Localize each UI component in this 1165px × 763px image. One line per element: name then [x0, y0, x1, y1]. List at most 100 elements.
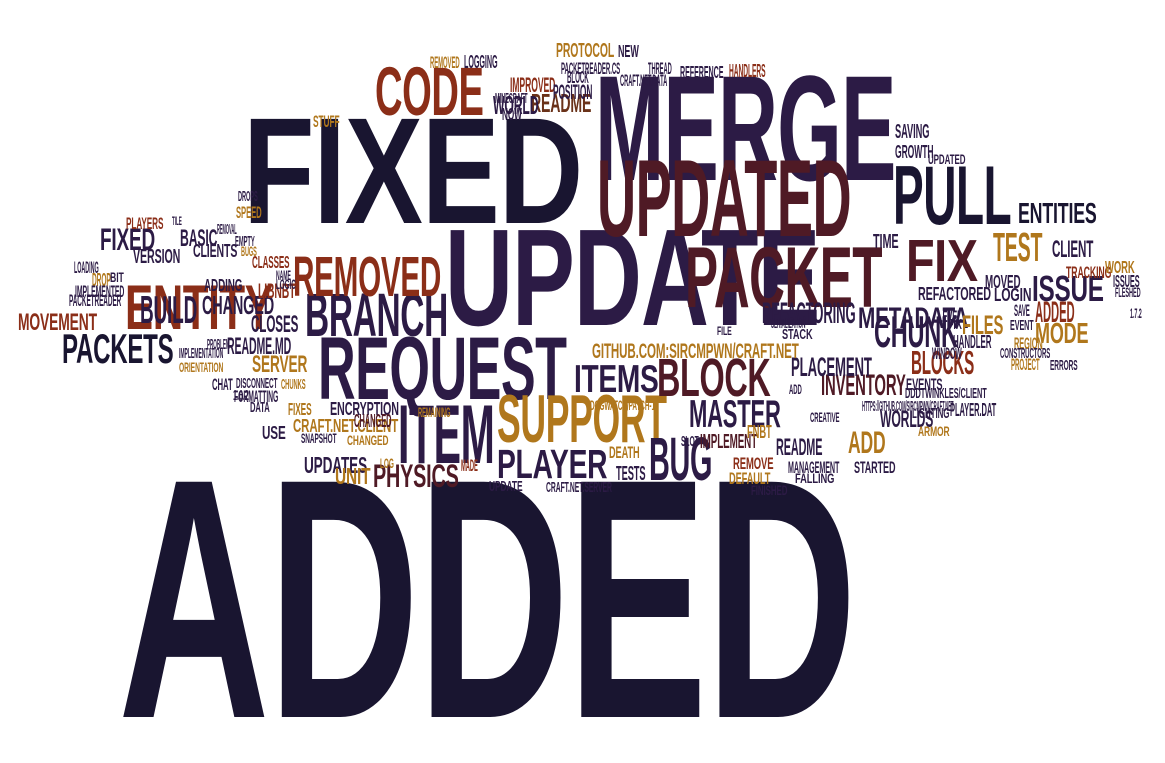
word-logging: LOGGING — [464, 52, 498, 74]
word-branch: BRANCH — [305, 280, 448, 349]
word-items: ITEMS — [574, 358, 659, 402]
word-event: EVENT — [1010, 318, 1034, 335]
word-item: ITEM — [398, 387, 495, 482]
word-movement: MOVEMENT — [18, 309, 97, 337]
word-now: NOW — [502, 104, 522, 125]
word-fix: FIX — [906, 227, 978, 295]
word-github-com-sircmpwn-craft-net: GITHUB.COM:SIRCMPWN/CRAFT.NET — [592, 337, 799, 363]
word-position: POSITION — [553, 78, 593, 104]
word-packetreader: PACKETREADER — [69, 291, 122, 310]
word-fixed: FIXED — [100, 221, 156, 257]
word-bug: BUG — [649, 424, 713, 493]
word-updated: UPDATED — [597, 138, 852, 261]
word-handlers: HANDLERS — [729, 61, 766, 83]
word-chunks: CHUNKS — [281, 377, 306, 394]
word-1-7-2: 1.7.2 — [1130, 306, 1142, 322]
word-entity: ENTITY — [125, 273, 273, 344]
word-craft-net-client: CRAFT.NET.CLIENT — [293, 416, 399, 438]
word-players: PLAYERS — [126, 214, 164, 233]
word-master: MASTER — [689, 393, 781, 437]
word-management: MANAGEMENT — [788, 458, 840, 477]
word-protocol: PROTOCOL — [556, 39, 615, 62]
word-update: UPDATE — [445, 201, 820, 356]
word-issue: ISSUE — [1032, 267, 1104, 309]
word-constructors: CONSTRUCTORS — [1000, 346, 1051, 363]
word-fleshed: FLESHED — [1115, 285, 1141, 301]
word-removed: REMOVED — [430, 53, 460, 72]
word-support: SUPPORT — [497, 382, 667, 458]
word-login: LOGIN — [994, 285, 1032, 307]
word-request: REQUEST — [318, 318, 567, 419]
word-block: BLOCK — [657, 348, 771, 409]
word-bit: BIT — [110, 270, 124, 286]
word-formatting: FORMATTING — [234, 387, 279, 406]
word-classes: CLASSES — [252, 252, 290, 273]
word-lighting: LIGHTING — [912, 406, 950, 423]
word-add: ADD — [789, 382, 802, 398]
word-encryption: ENCRYPTION — [330, 399, 399, 421]
word-implementation: IMPLEMENTATION — [179, 346, 224, 363]
word-player: PLAYER — [497, 440, 608, 487]
word-logic: LOGIC — [276, 277, 296, 293]
word-reference: REFERENCE — [680, 62, 724, 83]
word-removal: REMOVAL — [217, 222, 237, 239]
word-drop: DROP — [92, 270, 111, 292]
word-libnbt: LIBNBT — [258, 277, 296, 303]
word-update: UPDATE — [489, 479, 523, 496]
word-bugs: BUGS — [241, 244, 257, 260]
word-merge: MERGE — [595, 44, 896, 212]
word-basic: BASIC — [180, 225, 218, 253]
word-region: REGION — [1014, 334, 1043, 353]
word-server: SERVER — [252, 351, 308, 379]
word-changed: CHANGED — [347, 433, 389, 449]
word-physics: PHYSICS — [373, 457, 459, 494]
word-code: CODE — [375, 53, 484, 131]
word-issues: ISSUES — [1113, 271, 1140, 292]
word-entities: ENTITIES — [1018, 198, 1097, 231]
word-fix: FIX — [948, 317, 962, 334]
word-blocks: BLOCKS — [911, 344, 975, 383]
word-refactored: REFACTORED — [918, 284, 991, 306]
word-data: DATA — [250, 400, 270, 417]
word-closes: CLOSES — [251, 311, 299, 339]
word-level: LEVEL — [938, 307, 962, 326]
word-slot: SLOT — [681, 434, 699, 451]
word-save: SAVE — [1014, 301, 1030, 320]
word-implement: IMPLEMENT — [700, 430, 758, 453]
word-saving: SAVING — [895, 120, 930, 143]
word-orientation: ORIENTATION — [179, 360, 224, 376]
word-events: EVENTS — [906, 375, 943, 394]
word-log: LOG — [380, 456, 394, 472]
word-packet: PACKET — [685, 229, 883, 326]
word-disconnect: DISCONNECT — [236, 376, 278, 393]
word-problem: PROBLEM — [207, 337, 230, 354]
word-growth: GROWTH — [895, 142, 934, 164]
word-tracking: TRACKING — [1066, 263, 1112, 282]
word-file: FILE — [717, 323, 732, 338]
word-snapshot: SNAPSHOT — [301, 431, 337, 447]
word-test: TEST — [993, 223, 1043, 270]
word-world: WORLD — [493, 91, 539, 120]
word-fixed: FIXED — [243, 86, 583, 256]
word-moved: MOVED — [985, 272, 1021, 294]
word-serialization: SERIALIZATION — [771, 316, 806, 332]
word-empty: EMPTY — [235, 234, 255, 251]
word-clients: CLIENTS — [193, 241, 238, 263]
word-removed: REMOVED — [293, 245, 441, 309]
word-added: ADDED — [1035, 296, 1075, 330]
word-changed: CHANGED — [202, 291, 275, 320]
word-speed: SPEED — [236, 203, 262, 222]
word-new: NEW — [618, 41, 639, 62]
word-default: DEFAULT — [729, 469, 771, 488]
word-1-6-2: 1.6.2 — [233, 388, 249, 405]
word-fnbt: FNBT — [747, 422, 772, 444]
word-dogwatch-patch-1: DOGWATCH/PATCH-1 — [590, 398, 655, 414]
word-add: ADD — [848, 424, 886, 460]
word-remove: REMOVE — [733, 454, 774, 473]
word-armor: ARMOR — [918, 424, 950, 440]
word-readme-md: README.MD — [227, 333, 292, 361]
word-pull: PULL — [893, 148, 1012, 243]
word-packets: PACKETS — [62, 324, 174, 372]
word-player-dat: PLAYER.DAT — [950, 400, 997, 422]
word-dddtwinkles-client: DDDTWINKLES/CLIENT — [905, 386, 987, 403]
